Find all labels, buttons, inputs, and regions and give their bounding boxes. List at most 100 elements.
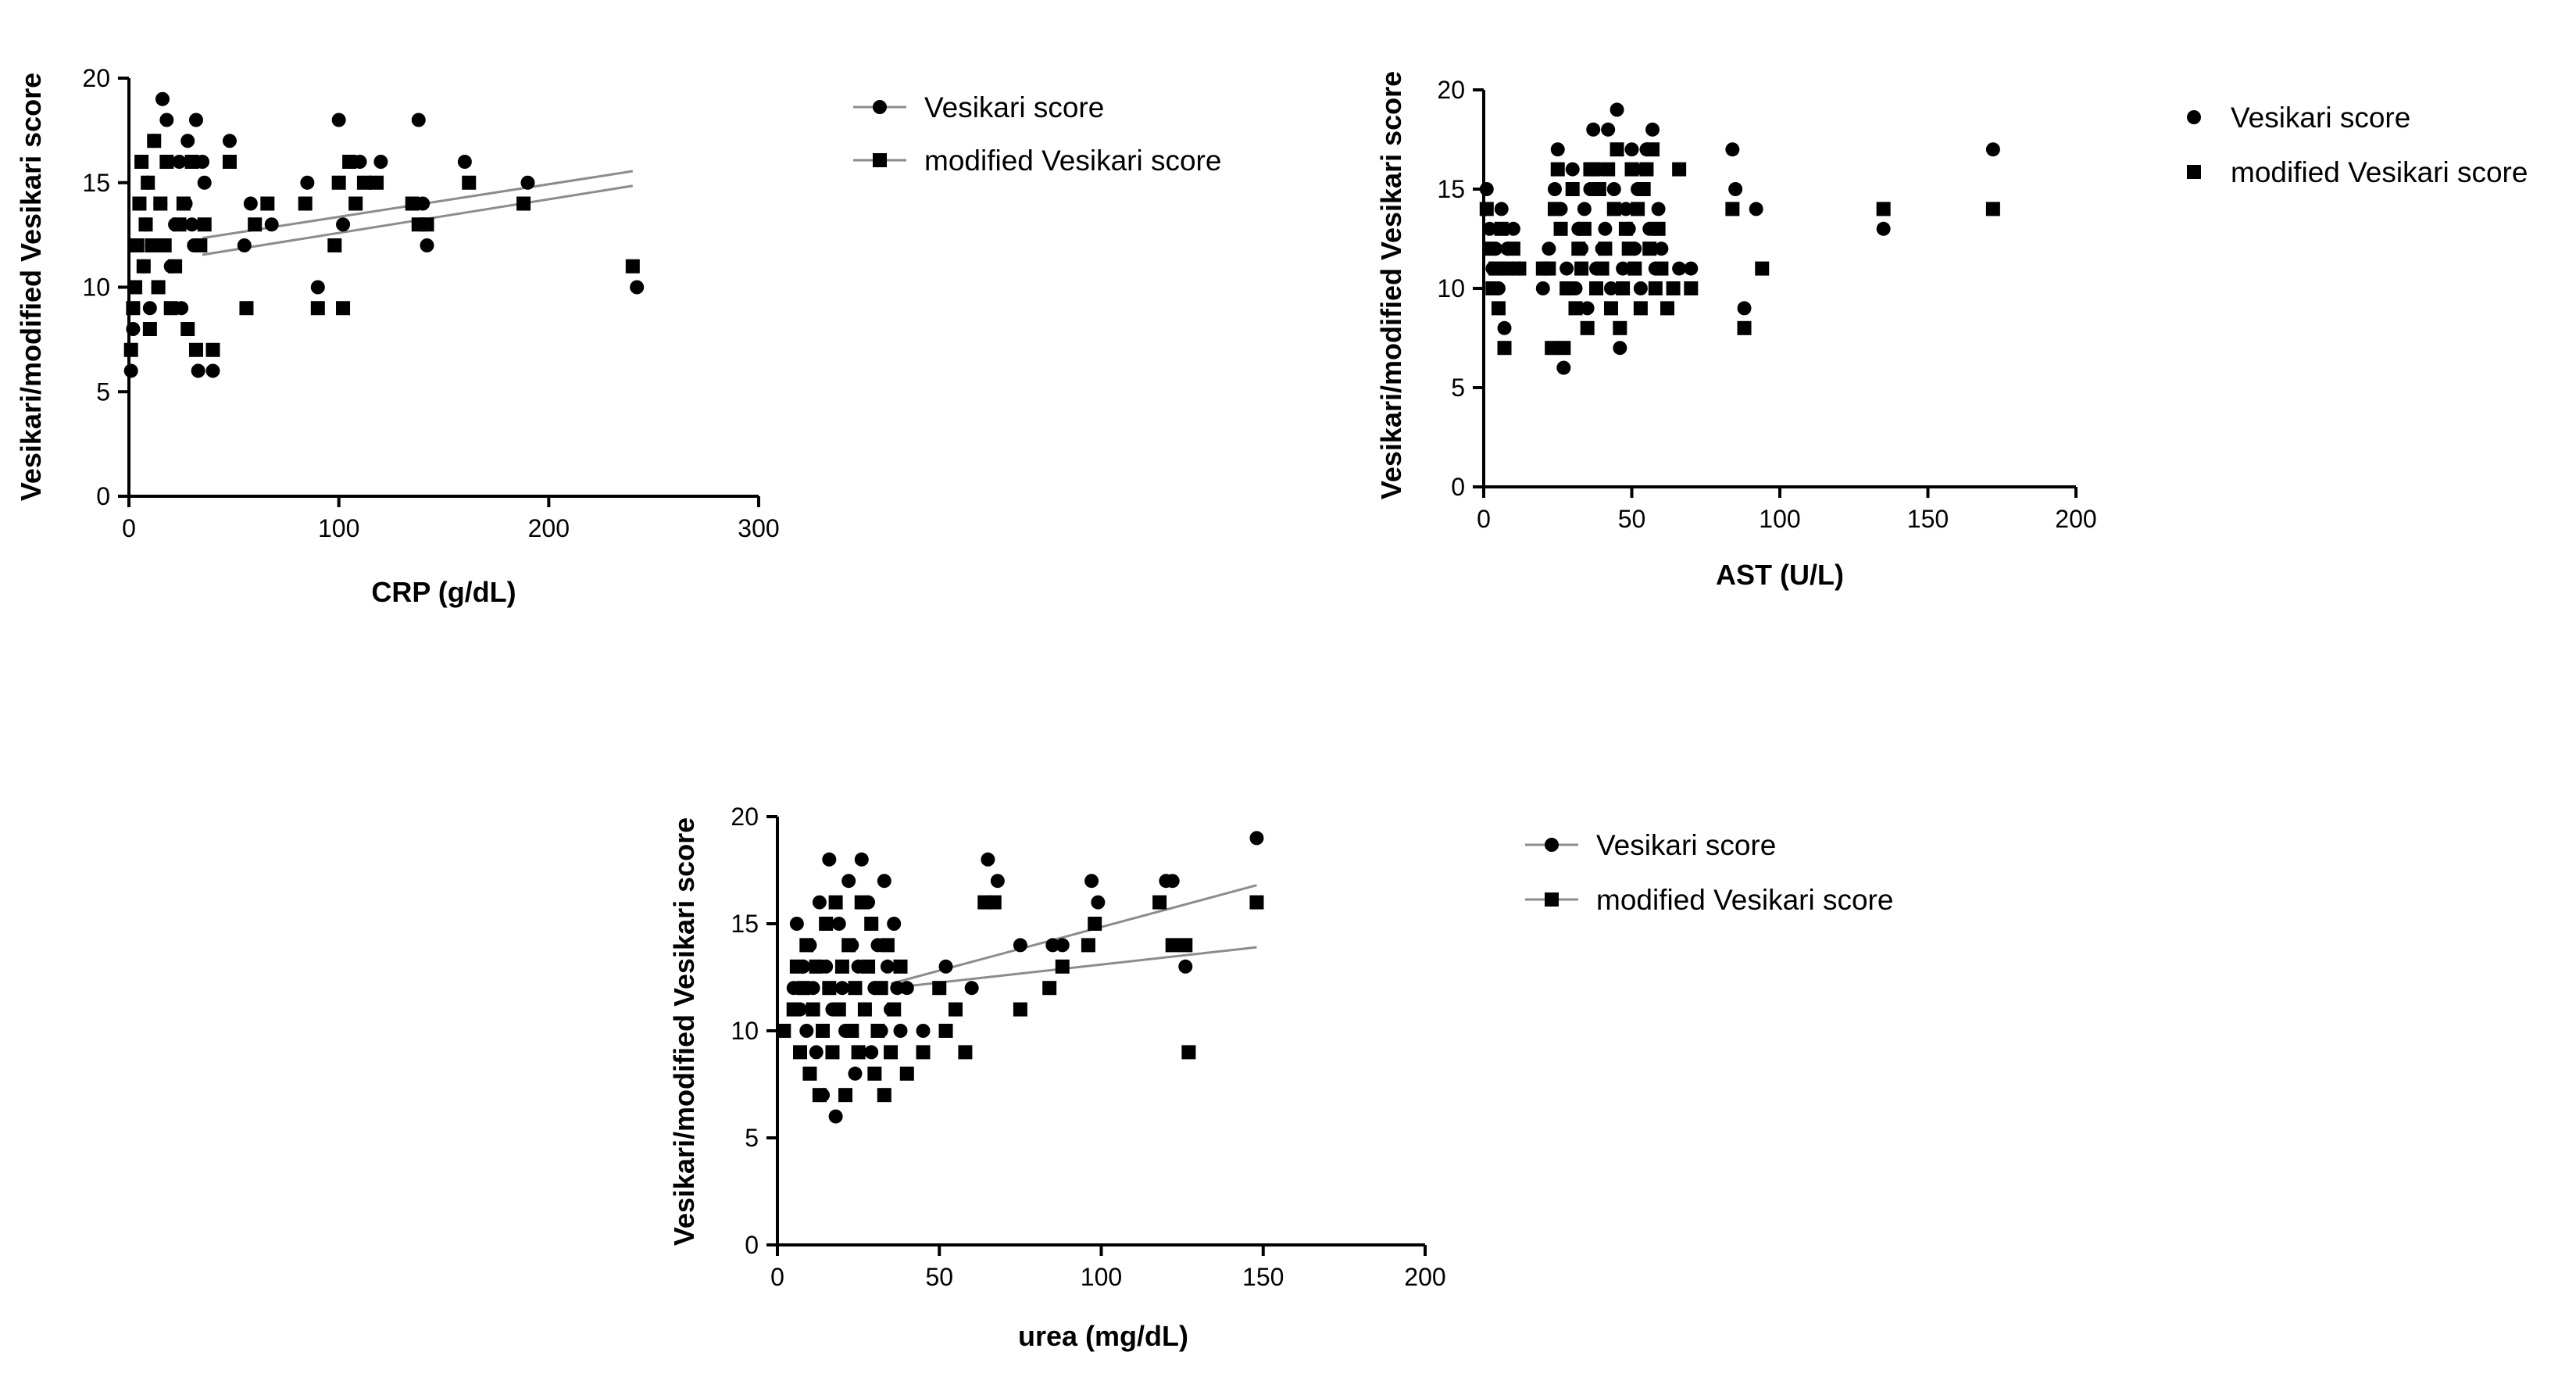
chart-crp: 0 100 200 300 0 5 10 15 20 CRP (g/dL) Vesikari/m… xyxy=(15,64,1221,608)
point-modified-vesikari xyxy=(1013,1002,1027,1017)
point-modified-vesikari xyxy=(123,342,138,357)
point-modified-vesikari xyxy=(1152,895,1167,910)
point-modified-vesikari xyxy=(176,196,191,211)
y-tick-label: 15 xyxy=(1437,175,1465,203)
legend-crp: Vesikari score modified Vesikari score xyxy=(853,91,1221,177)
point-vesikari xyxy=(1624,142,1639,157)
point-modified-vesikari xyxy=(348,196,363,211)
point-modified-vesikari xyxy=(786,1002,801,1017)
point-modified-vesikari xyxy=(831,1002,846,1017)
point-modified-vesikari xyxy=(516,196,531,211)
point-modified-vesikari xyxy=(802,1066,817,1081)
point-vesikari xyxy=(300,175,315,190)
point-vesikari xyxy=(237,238,252,252)
point-modified-vesikari xyxy=(405,196,420,211)
point-modified-vesikari xyxy=(1485,281,1500,295)
point-modified-vesikari xyxy=(147,134,162,148)
point-modified-vesikari xyxy=(1725,202,1740,216)
point-modified-vesikari xyxy=(1592,182,1606,196)
point-vesikari xyxy=(191,363,205,378)
point-modified-vesikari xyxy=(1666,281,1681,295)
x-tick-label: 0 xyxy=(122,514,136,542)
point-vesikari xyxy=(1055,938,1070,953)
legend-label-vesikari: Vesikari score xyxy=(2231,102,2410,134)
point-modified-vesikari xyxy=(420,217,434,232)
point-modified-vesikari xyxy=(1603,301,1618,316)
y-tick-label: 0 xyxy=(1451,473,1465,501)
point-vesikari xyxy=(159,113,174,127)
x-tick-label: 50 xyxy=(1618,505,1646,533)
point-modified-vesikari xyxy=(132,196,147,211)
point-modified-vesikari xyxy=(145,238,159,252)
point-modified-vesikari xyxy=(248,217,263,232)
x-tick-label: 150 xyxy=(1242,1263,1284,1291)
point-modified-vesikari xyxy=(625,259,640,274)
point-vesikari xyxy=(1178,959,1193,974)
point-modified-vesikari xyxy=(1672,162,1687,177)
y-tick-label: 15 xyxy=(731,910,759,938)
point-modified-vesikari xyxy=(877,1088,891,1103)
point-modified-vesikari xyxy=(834,959,849,974)
point-modified-vesikari xyxy=(153,196,168,211)
point-modified-vesikari xyxy=(239,301,254,316)
point-modified-vesikari xyxy=(789,959,804,974)
point-vesikari xyxy=(197,175,212,190)
point-vesikari xyxy=(1013,938,1027,953)
point-modified-vesikari xyxy=(168,259,183,274)
x-tick-label: 100 xyxy=(1081,1263,1122,1291)
ticks-urea: 0 50 100 150 200 0 5 10 15 20 xyxy=(731,803,1445,1291)
point-modified-vesikari xyxy=(1580,320,1595,335)
point-modified-vesikari xyxy=(870,1024,885,1038)
x-tick-label: 0 xyxy=(770,1263,784,1291)
point-vesikari xyxy=(1249,831,1264,846)
point-modified-vesikari xyxy=(1497,341,1512,356)
point-modified-vesikari xyxy=(1249,895,1264,910)
point-vesikari xyxy=(887,917,902,931)
point-modified-vesikari xyxy=(938,1024,953,1038)
point-vesikari xyxy=(1045,938,1060,953)
point-modified-vesikari xyxy=(838,1088,853,1103)
point-vesikari xyxy=(1586,122,1601,137)
point-modified-vesikari xyxy=(1613,320,1627,335)
point-vesikari xyxy=(373,155,388,169)
points-urea xyxy=(777,831,1264,1124)
point-modified-vesikari xyxy=(1542,261,1556,276)
point-modified-vesikari xyxy=(1627,261,1642,276)
point-modified-vesikari xyxy=(1755,261,1770,276)
point-vesikari xyxy=(142,301,157,316)
point-vesikari xyxy=(789,917,804,931)
point-vesikari xyxy=(1560,261,1574,276)
point-vesikari xyxy=(854,852,869,867)
point-vesikari xyxy=(411,113,426,127)
point-vesikari xyxy=(1494,202,1509,216)
point-modified-vesikari xyxy=(1610,142,1624,157)
point-modified-vesikari xyxy=(159,155,174,169)
point-vesikari xyxy=(990,874,1005,889)
legend-item-modified-vesikari: modified Vesikari score xyxy=(2187,156,2528,188)
point-modified-vesikari xyxy=(1876,202,1891,216)
point-vesikari xyxy=(1506,221,1520,236)
point-vesikari xyxy=(1084,874,1099,889)
legend-label-modified-vesikari: modified Vesikari score xyxy=(924,145,1221,177)
point-vesikari xyxy=(916,1024,931,1038)
point-modified-vesikari xyxy=(851,1045,866,1060)
point-modified-vesikari xyxy=(861,959,876,974)
point-modified-vesikari xyxy=(336,301,351,316)
point-vesikari xyxy=(1535,281,1550,295)
point-modified-vesikari xyxy=(1684,281,1699,295)
point-vesikari xyxy=(1497,320,1512,335)
point-modified-vesikari xyxy=(987,895,1002,910)
point-modified-vesikari xyxy=(884,1045,899,1060)
point-modified-vesikari xyxy=(342,155,357,169)
point-modified-vesikari xyxy=(1506,241,1520,256)
chart-ast: 0 50 100 150 200 0 5 10 15 20 AST (U/L) Vesikari/… xyxy=(1375,71,2528,591)
point-vesikari xyxy=(336,217,351,232)
x-tick-label: 200 xyxy=(1404,1263,1445,1291)
point-modified-vesikari xyxy=(180,322,195,336)
point-vesikari xyxy=(1577,202,1592,216)
point-vesikari xyxy=(205,363,220,378)
point-modified-vesikari xyxy=(184,155,199,169)
point-modified-vesikari xyxy=(1574,261,1589,276)
point-modified-vesikari xyxy=(1595,261,1610,276)
